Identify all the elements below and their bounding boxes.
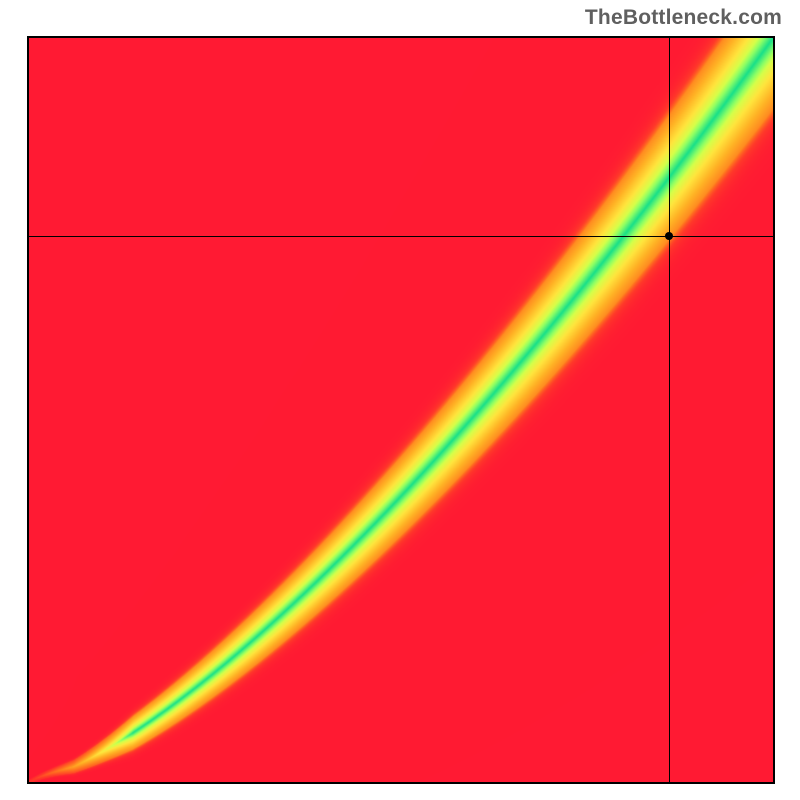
stage: TheBottleneck.com [0,0,800,800]
watermark-text: TheBottleneck.com [585,6,782,30]
bottleneck-heatmap [29,38,773,782]
crosshair-horizontal-line [29,236,773,237]
crosshair-vertical-line [669,38,670,782]
plot-frame [27,36,775,784]
crosshair-marker-dot [665,232,673,240]
